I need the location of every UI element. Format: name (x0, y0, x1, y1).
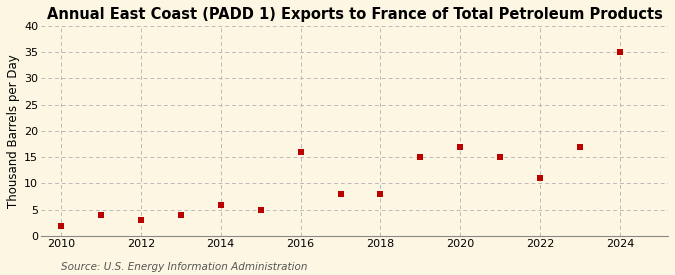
Point (215, 202, 226, 207)
Text: Source: U.S. Energy Information Administration: Source: U.S. Energy Information Administ… (61, 262, 307, 272)
Y-axis label: Thousand Barrels per Day: Thousand Barrels per Day (7, 54, 20, 208)
Point (415, 155, 426, 160)
Point (495, 155, 506, 160)
Point (375, 192, 386, 196)
Point (176, 213, 186, 217)
Point (55, 223, 66, 228)
Point (96, 213, 107, 217)
Point (335, 192, 346, 196)
Point (575, 145, 586, 149)
Point (295, 150, 306, 154)
Point (455, 145, 466, 149)
Point (535, 176, 545, 180)
Point (255, 208, 266, 212)
Point (615, 50, 626, 54)
Title: Annual East Coast (PADD 1) Exports to France of Total Petroleum Products: Annual East Coast (PADD 1) Exports to Fr… (47, 7, 662, 22)
Point (136, 218, 146, 222)
